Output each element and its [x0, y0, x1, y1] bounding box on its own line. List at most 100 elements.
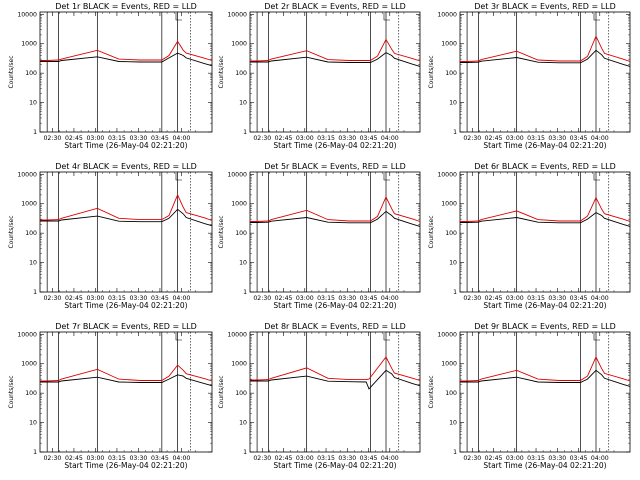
x-tick-label: 02:30 — [463, 135, 481, 142]
x-tick-label: 03:30 — [130, 295, 148, 302]
plot-frame — [39, 11, 213, 133]
y-tick-label: 1 — [453, 449, 457, 456]
series-events-line — [250, 210, 421, 227]
y-tick-label: 10000 — [227, 171, 247, 178]
x-tick-label: 04:00 — [591, 295, 609, 302]
chart-title: Det 3r BLACK = Events, RED = LLD — [474, 2, 616, 11]
chart-panel-1: Det 1r BLACK = Events, RED = LLD 1 10 100 10… — [8, 2, 213, 150]
x-tick-label: 03:45 — [570, 295, 588, 302]
y-tick-label: 10 — [29, 100, 37, 107]
y-tick-label: 10000 — [17, 171, 37, 178]
series-lld-line — [250, 356, 421, 381]
series-events-line — [40, 374, 213, 387]
y-tick-label: 1000 — [231, 41, 247, 48]
legend-mark — [383, 333, 390, 341]
x-tick-label: 03:30 — [338, 455, 356, 462]
y-tick-label: 100 — [235, 230, 247, 237]
legend-mark — [383, 13, 390, 21]
chart-title: Det 9r BLACK = Events, RED = LLD — [474, 322, 616, 331]
legend-mark — [593, 173, 600, 181]
y-tick-label: 1000 — [441, 41, 457, 48]
chart-panel-2: Det 2r BLACK = Events, RED = LLD 1 10 100 10… — [218, 2, 421, 150]
x-tick-label: 03:45 — [360, 135, 378, 142]
x-tick-label: 02:45 — [485, 295, 503, 302]
series-events-line — [40, 52, 213, 67]
x-tick-label: 04:00 — [381, 455, 399, 462]
x-tick-label: 04:00 — [381, 295, 399, 302]
y-tick-label: 1000 — [441, 361, 457, 368]
y-tick-label: 1000 — [21, 361, 37, 368]
y-tick-label: 10 — [239, 420, 247, 427]
y-tick-label: 100 — [235, 70, 247, 77]
x-tick-label: 03:30 — [130, 455, 148, 462]
series-events-line — [40, 208, 213, 227]
y-tick-label: 100 — [235, 390, 247, 397]
x-tick-label: 03:00 — [506, 455, 524, 462]
y-axis-label: Counts/sec — [218, 55, 225, 88]
y-axis-label: Counts/sec — [428, 55, 435, 88]
x-axis-label: Start Time (26-May-04 02:21:20) — [483, 141, 606, 150]
x-tick-label: 03:00 — [87, 455, 105, 462]
y-tick-label: 10 — [239, 100, 247, 107]
x-tick-label: 04:00 — [591, 455, 609, 462]
series-lld-line — [40, 40, 213, 61]
y-tick-label: 1 — [33, 129, 37, 136]
x-tick-label: 03:45 — [570, 135, 588, 142]
x-tick-label: 03:30 — [338, 295, 356, 302]
chart-panel-9: Det 9r BLACK = Events, RED = LLD 1 10 100 10… — [428, 322, 631, 470]
x-tick-label: 02:45 — [65, 455, 83, 462]
y-tick-label: 100 — [25, 230, 37, 237]
chart-panel-3: Det 3r BLACK = Events, RED = LLD 1 10 100 10… — [428, 2, 631, 150]
plot-frame — [39, 171, 213, 293]
x-tick-label: 03:45 — [151, 455, 169, 462]
y-tick-label: 10000 — [437, 331, 457, 338]
y-tick-label: 1 — [33, 449, 37, 456]
y-axis-label: Counts/sec — [428, 215, 435, 248]
y-tick-label: 10 — [449, 420, 457, 427]
y-tick-label: 100 — [445, 230, 457, 237]
x-tick-label: 03:45 — [360, 455, 378, 462]
x-tick-label: 03:45 — [151, 135, 169, 142]
x-tick-label: 03:30 — [548, 295, 566, 302]
y-tick-label: 10000 — [437, 171, 457, 178]
y-tick-label: 10 — [449, 100, 457, 107]
plot-frame — [249, 171, 421, 293]
y-tick-label: 100 — [25, 70, 37, 77]
x-tick-label: 03:00 — [296, 135, 314, 142]
x-tick-label: 02:45 — [275, 455, 293, 462]
legend-mark — [175, 13, 182, 21]
x-axis-label: Start Time (26-May-04 02:21:20) — [64, 141, 187, 150]
y-tick-label: 1 — [33, 289, 37, 296]
series-lld-line — [250, 195, 421, 222]
y-axis-label: Counts/sec — [8, 375, 15, 408]
y-axis-label: Counts/sec — [218, 215, 225, 248]
x-tick-label: 03:00 — [296, 295, 314, 302]
x-tick-label: 02:30 — [253, 455, 271, 462]
x-tick-label: 04:00 — [381, 135, 399, 142]
y-tick-label: 10000 — [17, 11, 37, 18]
y-tick-label: 10000 — [227, 331, 247, 338]
x-tick-label: 03:15 — [108, 295, 126, 302]
x-axis-label: Start Time (26-May-04 02:21:20) — [64, 461, 187, 470]
x-tick-label: 02:45 — [485, 135, 503, 142]
chart-panel-4: Det 4r BLACK = Events, RED = LLD 1 10 100 10… — [8, 162, 213, 310]
x-tick-label: 03:15 — [317, 455, 335, 462]
series-lld-line — [460, 196, 631, 222]
y-tick-label: 1 — [243, 129, 247, 136]
chart-panel-5: Det 5r BLACK = Events, RED = LLD 1 10 100 10… — [218, 162, 421, 310]
y-tick-label: 1 — [453, 129, 457, 136]
plot-frame — [459, 11, 631, 133]
x-tick-label: 04:00 — [591, 135, 609, 142]
x-tick-label: 02:45 — [275, 295, 293, 302]
y-tick-label: 1000 — [21, 201, 37, 208]
chart-title: Det 7r BLACK = Events, RED = LLD — [55, 322, 197, 331]
plot-frame — [459, 171, 631, 293]
x-tick-label: 03:00 — [506, 295, 524, 302]
y-axis-label: Counts/sec — [8, 55, 15, 88]
y-tick-label: 100 — [445, 390, 457, 397]
series-events-line — [250, 52, 421, 67]
x-tick-label: 03:15 — [108, 135, 126, 142]
x-tick-label: 02:30 — [44, 135, 62, 142]
y-tick-label: 1000 — [21, 41, 37, 48]
y-tick-label: 1 — [243, 289, 247, 296]
